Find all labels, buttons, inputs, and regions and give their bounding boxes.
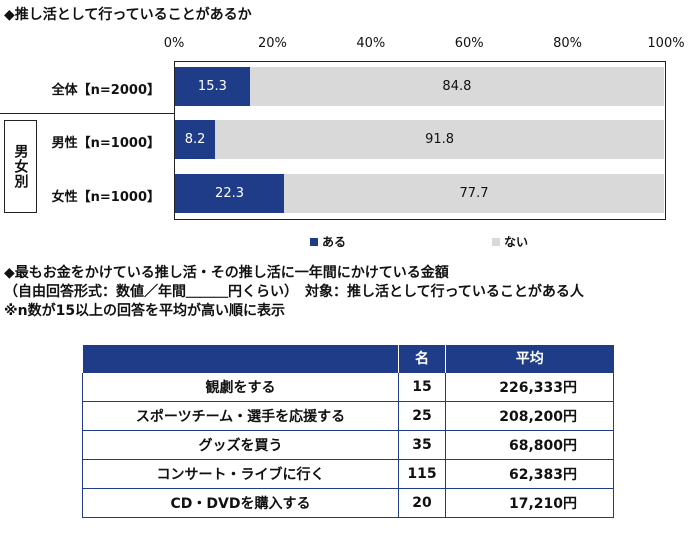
header-average: 平均: [445, 345, 614, 372]
bar-aru: 22.3: [175, 174, 285, 213]
header-count: 名: [398, 345, 446, 372]
bar-aru: 8.2: [175, 120, 216, 159]
data-label: 91.8: [425, 132, 455, 147]
category-label: 全体【n=2000】: [51, 83, 160, 98]
cell-count: 15: [398, 371, 446, 402]
data-label: 15.3: [197, 79, 227, 94]
cell-average: 62,383円: [445, 458, 614, 489]
cell-item: グッズを買う: [82, 429, 399, 460]
legend-swatch: [492, 237, 500, 246]
x-tick-label: 100%: [647, 36, 685, 51]
cell-item: CD・DVDを購入する: [82, 487, 399, 518]
table-row: スポーツチーム・選手を応援する 25 208,200円: [82, 400, 614, 431]
legend-label: ない: [504, 235, 529, 249]
cell-average: 208,200円: [445, 400, 614, 431]
header-item: [82, 345, 399, 372]
cell-average: 68,800円: [445, 429, 614, 460]
table-row: コンサート・ライブに行く 115 62,383円: [82, 458, 614, 489]
x-tick-label: 20%: [257, 36, 287, 51]
group-label: 男女別: [4, 120, 37, 213]
legend-label: ある: [322, 235, 347, 249]
bar-nai: 84.8: [249, 67, 664, 106]
group-divider: [0, 113, 174, 114]
chart-title: ◆推し活として行っていることがあるか: [4, 7, 252, 23]
bar-aru: 15.3: [175, 67, 250, 106]
x-tick-label: 40%: [356, 36, 386, 51]
section2-subtitle: （自由回答形式：数値／年間＿＿＿円くらい） 対象：推し活として行っていることがあ…: [4, 284, 584, 300]
data-label: 22.3: [215, 186, 244, 201]
cell-average: 17,210円: [445, 487, 614, 518]
x-tick-label: 80%: [553, 36, 583, 51]
cell-count: 115: [398, 458, 446, 489]
cell-item: 観劇をする: [82, 371, 399, 402]
legend-item-aru: ある: [310, 233, 346, 250]
section2-note: ※n数が15以上の回答を平均が高い順に表示: [4, 303, 286, 319]
x-tick-label: 60%: [454, 36, 484, 51]
cell-average: 226,333円: [445, 371, 614, 402]
cell-count: 35: [398, 429, 446, 460]
plot-area: 15.3 84.8 8.2 91.8 22.3 77.7: [174, 61, 666, 220]
table-row: 観劇をする 15 226,333円: [82, 371, 614, 402]
cell-count: 25: [398, 400, 446, 431]
section2-heading: ◆最もお金をかけている推し活・その推し活に一年間にかけている金額 （自由回答形式…: [4, 264, 584, 321]
x-tick-label: 0%: [163, 36, 185, 51]
category-label: 男性【n=1000】: [51, 136, 160, 151]
cell-item: コンサート・ライブに行く: [82, 458, 399, 489]
bar-nai: 77.7: [284, 174, 664, 213]
data-label: 77.7: [459, 186, 489, 201]
table-row: グッズを買う 35 68,800円: [82, 429, 614, 460]
bar-nai: 91.8: [215, 120, 664, 159]
table-row: CD・DVDを購入する 20 17,210円: [82, 487, 614, 518]
cell-item: スポーツチーム・選手を応援する: [82, 400, 399, 431]
spending-table: 名 平均 観劇をする 15 226,333円 スポーツチーム・選手を応援する 25 208…: [82, 345, 614, 518]
legend-swatch: [310, 237, 318, 246]
category-label: 女性【n=1000】: [51, 190, 160, 205]
section2-title: ◆最もお金をかけている推し活・その推し活に一年間にかけている金額: [4, 265, 449, 281]
legend-item-nai: ない: [492, 233, 528, 250]
data-label: 84.8: [442, 79, 472, 94]
data-label: 8.2: [184, 132, 206, 147]
cell-count: 20: [398, 487, 446, 518]
